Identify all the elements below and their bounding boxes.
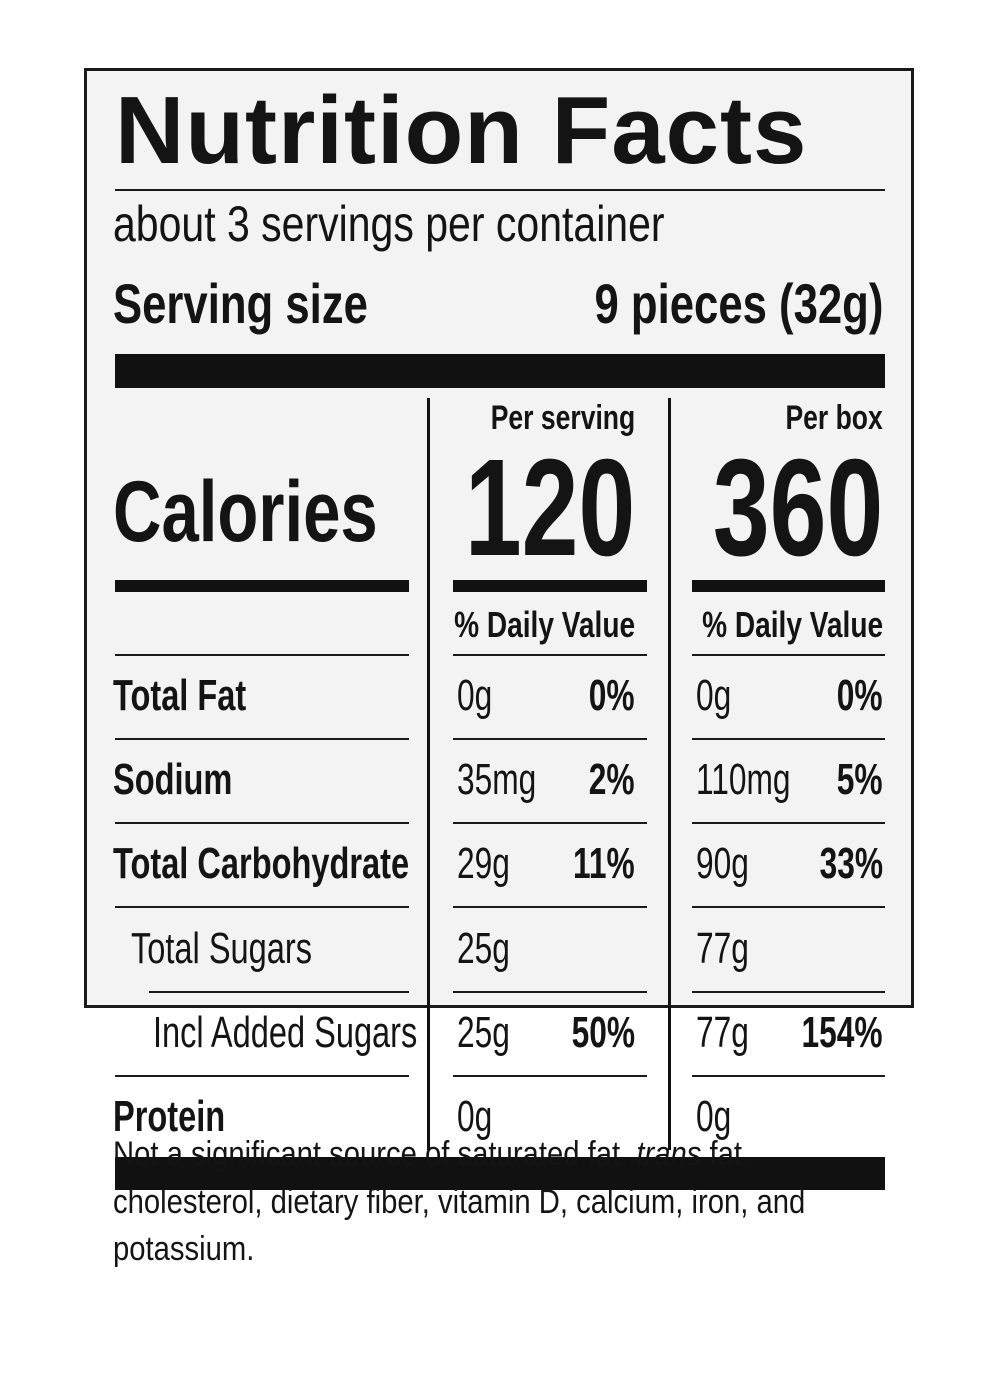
row-rule: [692, 1075, 885, 1077]
column-divider-1: [427, 398, 430, 1150]
serving-amount: 25g: [457, 924, 510, 973]
row-rule: [115, 654, 409, 656]
row-rule: [115, 906, 409, 908]
row-rule: [453, 822, 647, 824]
nutrient-name: Total Sugars: [131, 924, 312, 973]
title-rule: [115, 189, 885, 191]
row-rule: [453, 1075, 647, 1077]
nutrient-name: Incl Added Sugars: [153, 1008, 418, 1057]
nutrient-name: Total Fat: [113, 671, 247, 720]
serving-size-label: Serving size: [113, 272, 368, 335]
box-daily-value: 154%: [801, 1008, 883, 1057]
calories-rule-box: [692, 580, 885, 592]
nutrient-name: Protein: [113, 1092, 226, 1141]
serving-daily-value: 2%: [589, 755, 635, 804]
row-rule: [453, 654, 647, 656]
per-box-header: Per box: [785, 399, 883, 437]
row-rule: [692, 738, 885, 740]
row-rule: [149, 991, 409, 993]
calories-rule-serving: [453, 580, 647, 592]
serving-amount: 0g: [457, 1092, 493, 1141]
box-amount: 77g: [696, 1008, 749, 1057]
nutrient-name: Sodium: [113, 755, 233, 804]
row-rule: [692, 906, 885, 908]
box-amount: 0g: [696, 671, 732, 720]
serving-size-value: 9 pieces (32g): [594, 272, 883, 335]
box-daily-value: 0%: [837, 671, 883, 720]
row-rule: [115, 1075, 409, 1077]
serving-amount: 25g: [457, 1008, 510, 1057]
serving-daily-value: 11%: [573, 839, 635, 888]
column-divider-2: [668, 398, 671, 1150]
footnote-italic: trans: [636, 1135, 702, 1173]
row-rule: [453, 738, 647, 740]
per-serving-header: Per serving: [490, 399, 635, 437]
row-rule: [692, 822, 885, 824]
footnote: Not a significant source of saturated fa…: [113, 1131, 913, 1274]
calories-label: Calories: [113, 464, 378, 560]
serving-daily-value: 50%: [571, 1008, 635, 1057]
row-rule: [692, 654, 885, 656]
serving-amount: 0g: [457, 671, 493, 720]
box-daily-value: 33%: [819, 839, 883, 888]
calories-per-serving: 120: [464, 431, 635, 585]
box-amount: 0g: [696, 1092, 732, 1141]
servings-per-container: about 3 servings per container: [113, 196, 665, 252]
box-amount: 110mg: [696, 755, 791, 804]
daily-value-header-serving: % Daily Value: [453, 604, 635, 645]
row-rule: [453, 991, 647, 993]
row-rule: [115, 738, 409, 740]
footnote-text: Not a significant source of saturated fa…: [113, 1135, 637, 1173]
thick-divider-top: [115, 354, 885, 388]
serving-amount: 35mg: [457, 755, 537, 804]
thick-divider-bottom: [115, 1157, 885, 1190]
box-daily-value: 5%: [837, 755, 883, 804]
calories-rule-left: [115, 580, 409, 592]
label-title: Nutrition Facts: [115, 77, 808, 184]
box-amount: 90g: [696, 839, 749, 888]
serving-daily-value: 0%: [589, 671, 635, 720]
daily-value-header-box: % Daily Value: [701, 604, 883, 645]
box-amount: 77g: [696, 924, 749, 973]
nutrition-facts-label: Nutrition Facts about 3 servings per con…: [84, 68, 914, 1268]
row-rule: [692, 991, 885, 993]
calories-per-box: 360: [712, 431, 883, 585]
serving-amount: 29g: [457, 839, 510, 888]
nutrient-name: Total Carbohydrate: [113, 839, 410, 888]
footnote-text-end: fat, cholesterol, dietary fiber, vitamin…: [113, 1135, 806, 1269]
row-rule: [115, 822, 409, 824]
row-rule: [453, 906, 647, 908]
